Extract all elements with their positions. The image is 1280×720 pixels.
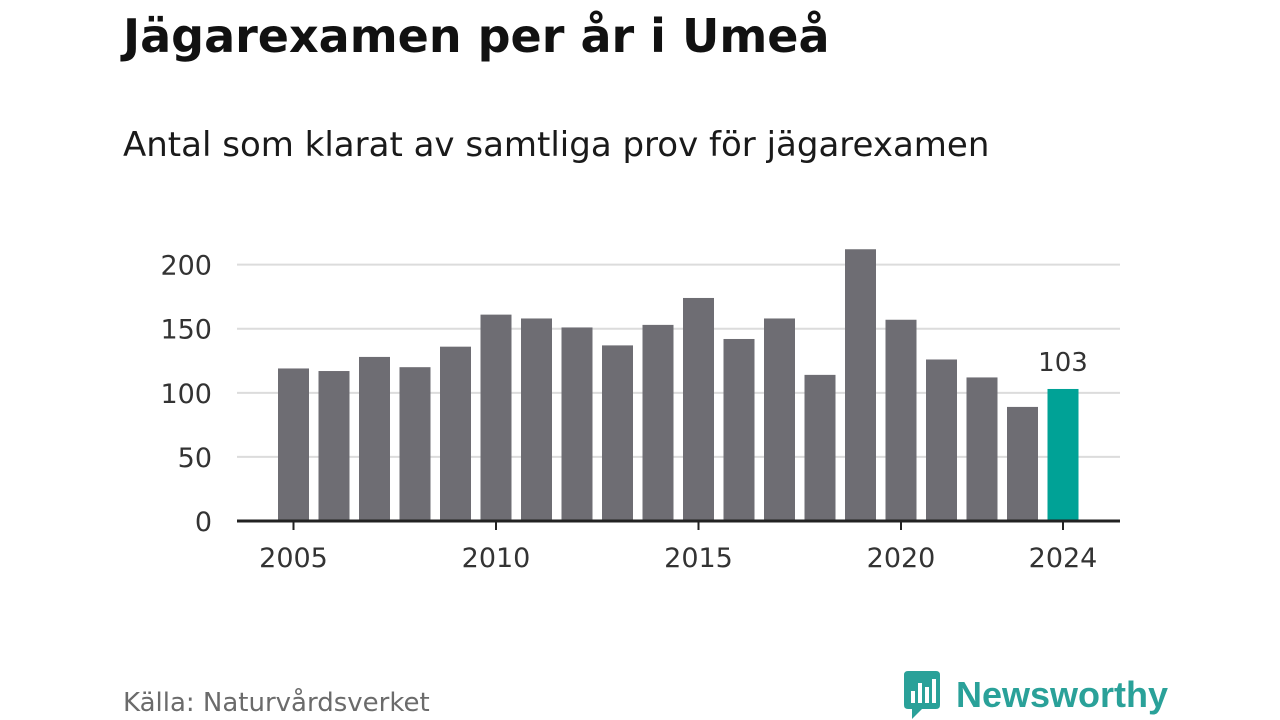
bar bbox=[764, 318, 795, 521]
chart-title: Jägarexamen per år i Umeå bbox=[123, 9, 830, 63]
bar bbox=[683, 297, 714, 521]
bar bbox=[966, 377, 998, 521]
bar-chart: 0 50 100 150 200 2005 2010 2015 2020 2024 103 bbox=[160, 249, 1120, 574]
x-tick-label: 2024 bbox=[1029, 543, 1098, 574]
x-tick-label: 2010 bbox=[462, 543, 531, 574]
bar bbox=[318, 371, 350, 521]
bar bbox=[804, 374, 836, 521]
bar bbox=[1007, 406, 1038, 521]
bar bbox=[602, 345, 633, 521]
bar bbox=[440, 346, 471, 521]
bar bbox=[885, 319, 917, 521]
y-tick-label: 100 bbox=[160, 379, 212, 410]
data-label-2024: 103 bbox=[1038, 348, 1088, 378]
bar bbox=[480, 314, 512, 521]
y-tick-label: 150 bbox=[160, 315, 212, 346]
y-tick-label: 0 bbox=[195, 507, 212, 538]
y-tick-label: 200 bbox=[160, 251, 212, 282]
x-axis-ticks: 2005 2010 2015 2020 2024 bbox=[259, 521, 1097, 574]
bar bbox=[642, 324, 674, 521]
bar bbox=[561, 327, 593, 521]
y-tick-label: 50 bbox=[178, 443, 212, 474]
bar bbox=[278, 368, 309, 521]
x-tick-label: 2005 bbox=[259, 543, 328, 574]
bars bbox=[278, 249, 1079, 521]
bar bbox=[723, 338, 755, 521]
source-note: Källa: Naturvårdsverket bbox=[123, 688, 430, 718]
bar bbox=[926, 359, 957, 521]
x-tick-label: 2020 bbox=[867, 543, 936, 574]
bar bbox=[399, 367, 431, 521]
bar bbox=[521, 318, 552, 521]
bar-highlighted bbox=[1047, 388, 1079, 521]
y-axis-ticks: 0 50 100 150 200 bbox=[160, 251, 212, 538]
chart-subtitle: Antal som klarat av samtliga prov för jä… bbox=[123, 125, 990, 165]
bar bbox=[359, 356, 390, 521]
x-tick-label: 2015 bbox=[664, 543, 733, 574]
bar bbox=[845, 249, 876, 521]
brand-logo: Newsworthy bbox=[902, 670, 1168, 720]
brand-name: Newsworthy bbox=[956, 674, 1169, 715]
data-labels: 103 bbox=[1038, 348, 1088, 378]
newsworthy-logo-icon bbox=[904, 671, 940, 719]
